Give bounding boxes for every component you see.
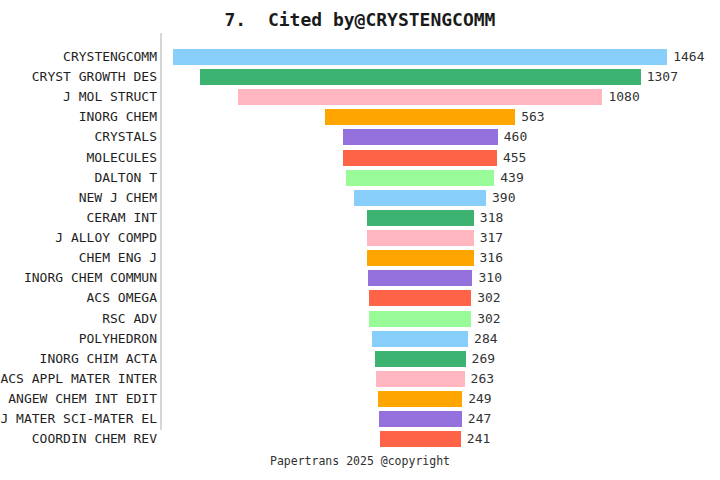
category-label: CERAM INT <box>87 210 157 226</box>
funnel-bar <box>378 391 462 407</box>
value-label: 316 <box>480 250 503 266</box>
category-label: INORG CHEM <box>79 109 157 125</box>
value-label: 269 <box>472 351 495 367</box>
value-label: 318 <box>480 210 503 226</box>
category-label: ACS APPL MATER INTER <box>0 371 157 387</box>
category-label: CRYSTENGCOMM <box>63 49 157 65</box>
funnel-bar <box>325 109 515 125</box>
value-label: 460 <box>504 129 527 145</box>
category-label: MOLECULES <box>87 150 157 166</box>
category-label: CHEM ENG J <box>79 250 157 266</box>
funnel-bar <box>379 411 462 427</box>
copyright-text: Papertrans 2025 @copyright <box>0 454 720 468</box>
funnel-bar <box>372 331 468 347</box>
value-label: 249 <box>468 391 491 407</box>
value-label: 1080 <box>608 89 639 105</box>
value-label: 390 <box>492 190 515 206</box>
value-label: 263 <box>471 371 494 387</box>
value-label: 455 <box>503 150 526 166</box>
funnel-bar <box>380 431 461 447</box>
funnel-bar <box>369 311 471 327</box>
category-label: NEW J CHEM <box>79 190 157 206</box>
funnel-bar <box>367 250 474 266</box>
category-label: J MATER SCI-MATER EL <box>0 411 157 427</box>
funnel-bar <box>173 49 667 65</box>
category-label: COORDIN CHEM REV <box>32 431 157 447</box>
funnel-bar <box>368 270 473 286</box>
category-label: J MOL STRUCT <box>63 89 157 105</box>
funnel-bar <box>354 190 486 206</box>
funnel-bar <box>200 69 641 85</box>
funnel-bar <box>346 170 494 186</box>
value-label: 302 <box>477 290 500 306</box>
category-axis-line <box>160 33 162 430</box>
value-label: 247 <box>468 411 491 427</box>
value-label: 310 <box>479 270 502 286</box>
value-label: 302 <box>477 311 500 327</box>
funnel-bar <box>238 89 602 105</box>
chart-title: 7. Cited by@CRYSTENGCOMM <box>0 9 720 30</box>
value-label: 439 <box>500 170 523 186</box>
value-label: 284 <box>474 331 497 347</box>
category-label: ANGEW CHEM INT EDIT <box>8 391 157 407</box>
category-label: INORG CHEM COMMUN <box>24 270 157 286</box>
funnel-bar <box>376 371 465 387</box>
value-label: 1307 <box>647 69 678 85</box>
funnel-bar <box>343 150 497 166</box>
value-label: 1464 <box>673 49 704 65</box>
funnel-bar <box>367 210 474 226</box>
value-label: 317 <box>480 230 503 246</box>
chart-canvas: 7. Cited by@CRYSTENGCOMM CRYSTENGCOMM 146… <box>0 0 720 480</box>
funnel-bar <box>369 290 471 306</box>
value-label: 563 <box>521 109 544 125</box>
category-label: J ALLOY COMPD <box>55 230 157 246</box>
category-label: CRYSTALS <box>94 129 157 145</box>
category-label: INORG CHIM ACTA <box>40 351 157 367</box>
category-label: ACS OMEGA <box>87 290 157 306</box>
funnel-bar <box>367 230 474 246</box>
category-label: POLYHEDRON <box>79 331 157 347</box>
category-label: CRYST GROWTH DES <box>32 69 157 85</box>
funnel-bar <box>343 129 498 145</box>
category-label: RSC ADV <box>102 311 157 327</box>
value-label: 241 <box>467 431 490 447</box>
category-label: DALTON T <box>94 170 157 186</box>
funnel-bar <box>375 351 466 367</box>
